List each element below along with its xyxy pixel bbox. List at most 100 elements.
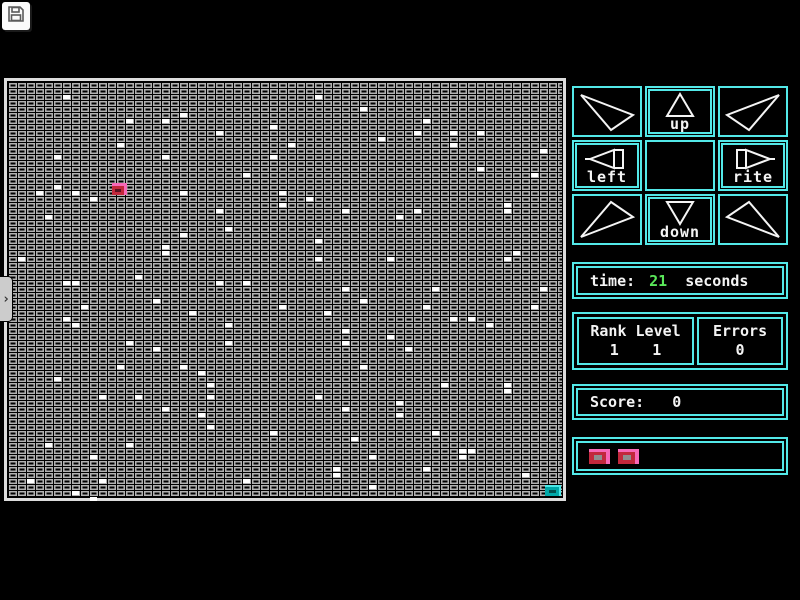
playfield-frame <box>4 78 566 501</box>
move-down-left-button[interactable] <box>572 194 642 245</box>
white-dot <box>342 341 349 345</box>
white-dot <box>243 479 250 483</box>
white-dot <box>342 287 349 291</box>
red-cube-item <box>618 448 639 464</box>
white-dot <box>63 95 70 99</box>
white-dot <box>198 413 205 417</box>
white-dot <box>225 227 232 231</box>
white-dot <box>423 305 430 309</box>
white-dot <box>513 251 520 255</box>
arrow-down-left-icon <box>576 198 638 242</box>
move-down-label: down <box>659 223 701 241</box>
white-dot <box>72 491 79 495</box>
white-dot <box>153 299 160 303</box>
white-dot <box>414 131 421 135</box>
white-dot <box>477 131 484 135</box>
white-dot <box>279 305 286 309</box>
white-dot <box>477 167 484 171</box>
white-dot <box>180 233 187 237</box>
arrow-up-icon <box>663 92 697 118</box>
white-dot <box>468 449 475 453</box>
white-dot <box>126 341 133 345</box>
white-dot <box>45 215 52 219</box>
white-dot <box>243 281 250 285</box>
white-dot <box>270 431 277 435</box>
white-dot <box>504 209 511 213</box>
white-dot <box>18 257 25 261</box>
score-label: Score: <box>590 393 645 411</box>
white-dot <box>216 281 223 285</box>
move-down-button[interactable]: down <box>645 194 715 245</box>
save-button[interactable] <box>2 2 30 30</box>
white-dot <box>423 467 430 471</box>
white-dot <box>117 365 124 369</box>
score-value: 0 <box>672 393 682 411</box>
white-dot <box>396 401 403 405</box>
white-dot <box>504 383 511 387</box>
white-dot <box>216 131 223 135</box>
white-dot <box>387 257 394 261</box>
white-dot <box>126 119 133 123</box>
white-dot <box>360 107 367 111</box>
dpad-center-cell <box>645 140 715 191</box>
move-left-button[interactable]: left <box>572 140 642 191</box>
white-dot <box>72 323 79 327</box>
score-panel: Score: 0 <box>572 384 788 420</box>
white-dot <box>396 215 403 219</box>
rank-level-header: Rank Level <box>590 322 681 340</box>
time-unit: seconds <box>685 271 749 290</box>
white-dot <box>54 155 61 159</box>
white-dot <box>486 323 493 327</box>
white-dot <box>315 239 322 243</box>
white-dot <box>63 317 70 321</box>
white-dot <box>153 347 160 351</box>
white-dot <box>126 443 133 447</box>
side-panel-expander-tab[interactable]: › <box>0 276 13 322</box>
white-dot <box>306 197 313 201</box>
move-rite-button[interactable]: rite <box>718 140 788 191</box>
white-dot <box>81 305 88 309</box>
arrow-up-left-icon <box>576 90 638 134</box>
floppy-disk-icon <box>7 5 25 27</box>
white-dot <box>162 245 169 249</box>
rank-level-box: Rank Level 1 1 <box>577 317 695 365</box>
white-dot <box>342 407 349 411</box>
white-dot <box>99 479 106 483</box>
arrow-right-icon <box>730 147 776 171</box>
white-dot <box>162 251 169 255</box>
white-dot <box>72 191 79 195</box>
move-rite-label: rite <box>732 168 774 186</box>
arrow-up-right-icon <box>722 90 784 134</box>
white-dot <box>279 191 286 195</box>
white-dot <box>225 323 232 327</box>
items-panel <box>572 437 788 475</box>
white-dot <box>504 257 511 261</box>
white-dot <box>333 467 340 471</box>
white-dot <box>162 155 169 159</box>
white-dot <box>90 455 97 459</box>
move-up-left-button[interactable] <box>572 86 642 137</box>
red-cube-item <box>589 448 610 464</box>
white-dot <box>315 395 322 399</box>
move-up-button[interactable]: up <box>645 86 715 137</box>
white-dot <box>99 395 106 399</box>
errors-value: 0 <box>735 341 745 359</box>
white-dot <box>504 203 511 207</box>
white-dot <box>423 119 430 123</box>
arrow-left-icon <box>584 147 630 171</box>
move-up-label: up <box>669 115 691 133</box>
white-dot <box>405 347 412 351</box>
white-dot <box>360 365 367 369</box>
white-dot <box>450 143 457 147</box>
move-down-right-button[interactable] <box>718 194 788 245</box>
white-dot <box>207 383 214 387</box>
white-dot <box>459 449 466 453</box>
errors-box: Errors 0 <box>697 317 783 365</box>
white-dot <box>531 305 538 309</box>
white-dot <box>63 281 70 285</box>
white-dot <box>396 413 403 417</box>
move-up-right-button[interactable] <box>718 86 788 137</box>
arrow-down-icon <box>663 200 697 226</box>
grid-tiles[interactable] <box>8 82 562 501</box>
white-dot <box>315 257 322 261</box>
